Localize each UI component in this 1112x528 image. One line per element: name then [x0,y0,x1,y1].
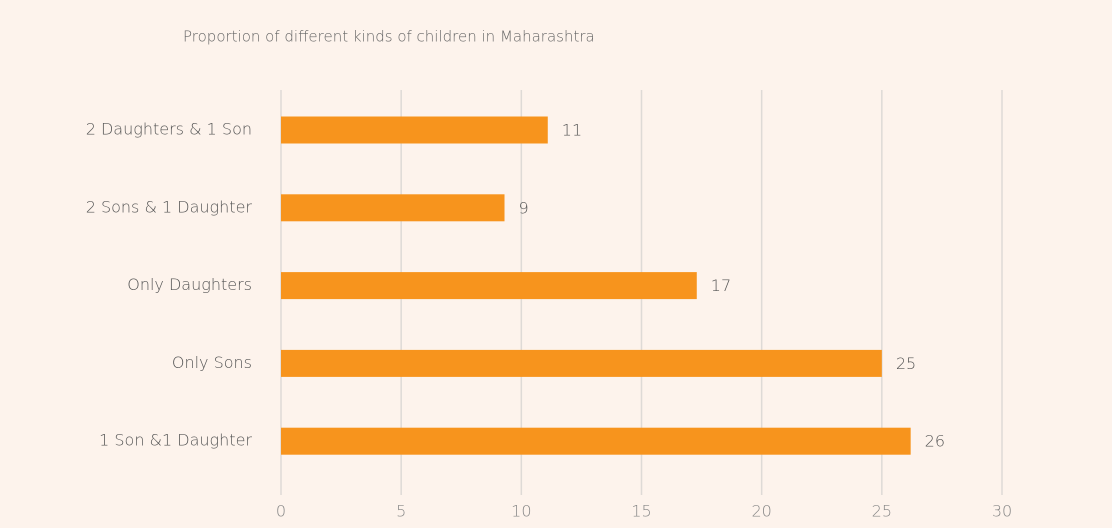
bar [281,427,911,455]
data-label: 25 [896,354,916,373]
x-tick-label: 0 [276,502,286,521]
x-tick-label: 25 [872,502,892,521]
y-tick-label: Only Daughters [127,275,252,294]
data-label: 9 [519,198,529,217]
bar [281,272,697,300]
x-tick-label: 30 [992,502,1012,521]
data-label: 26 [925,432,945,451]
x-tick-label: 5 [396,502,406,521]
y-tick-label: 2 Sons & 1 Daughter [86,197,253,216]
bar [281,194,505,222]
y-tick-label: Only Sons [172,353,252,372]
data-label: 11 [562,121,582,140]
x-tick-label: 10 [511,502,531,521]
x-tick-label: 15 [631,502,651,521]
bar [281,116,548,144]
data-label: 17 [711,276,731,295]
bar [281,349,882,377]
x-tick-label: 20 [751,502,771,521]
y-tick-label: 1 Son &1 Daughter [99,431,252,450]
chart-title: Proportion of different kinds of childre… [183,28,595,46]
y-tick-label: 2 Daughters & 1 Son [86,120,252,139]
